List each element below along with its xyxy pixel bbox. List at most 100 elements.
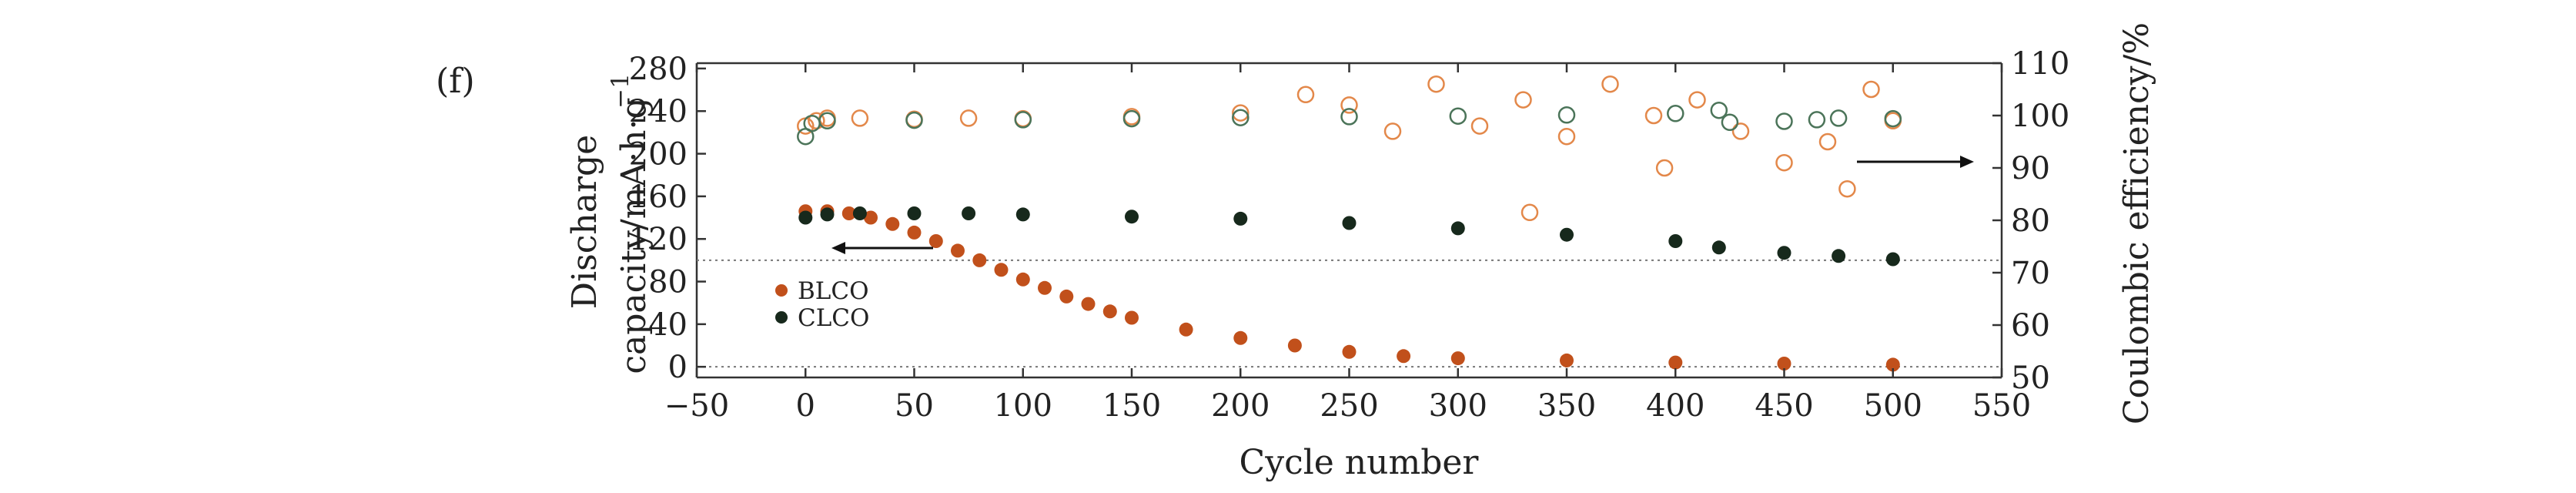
series-blco-coulombic-efficiency	[797, 75, 1902, 222]
blco-capacity-point-6	[928, 234, 943, 248]
clco-capacity-point-1	[820, 207, 835, 222]
clco-capacity-point-10	[1560, 227, 1574, 242]
legend: BLCO CLCO	[775, 277, 869, 332]
x-tick-label: 150	[1102, 388, 1161, 424]
x-tick-label: 50	[895, 388, 934, 424]
clco-capacity-point-8	[1342, 216, 1357, 230]
clco-efficiency-point-9	[1557, 106, 1576, 124]
clco-capacity-point-15	[1885, 252, 1900, 267]
x-tick-label: 300	[1429, 388, 1487, 424]
x-tick-label: 0	[796, 388, 815, 424]
blco-efficiency-point-12	[1427, 75, 1445, 93]
clco-capacity-point-3	[907, 206, 922, 220]
x-tick-label: 450	[1755, 388, 1813, 424]
blco-capacity-point-22	[1560, 353, 1574, 367]
clco-efficiency-point-5	[1122, 109, 1141, 128]
clco-efficiency-point-6	[1232, 109, 1250, 126]
clco-capacity-point-11	[1668, 234, 1683, 248]
blco-efficiency-point-22	[1775, 153, 1793, 172]
blco-efficiency-point-25	[1862, 80, 1880, 99]
clco-efficiency-point-12	[1721, 113, 1739, 132]
x-tick-label: 200	[1211, 388, 1270, 424]
efficiency-arrow	[1857, 156, 1974, 168]
blco-efficiency-point-17	[1601, 75, 1619, 93]
clco-capacity-point-5	[1015, 207, 1030, 222]
blco-capacity-point-5	[907, 225, 922, 240]
y-axis-label-superscript: −1	[607, 73, 634, 109]
y-tick-label: 80	[648, 265, 687, 300]
y-tick-label: 40	[648, 307, 687, 343]
blco-capacity-point-16	[1179, 322, 1193, 337]
blco-efficiency-point-24	[1838, 179, 1856, 198]
clco-capacity-point-9	[1450, 221, 1465, 236]
blco-efficiency-point-16	[1557, 127, 1576, 146]
blco-capacity-point-13	[1081, 297, 1096, 311]
blco-capacity-point-25	[1885, 357, 1900, 372]
x-tick-label: 400	[1646, 388, 1705, 424]
y-tick-label: 200	[629, 137, 687, 173]
clco-efficiency-point-16	[1884, 109, 1902, 128]
series-clco-capacity	[798, 206, 1900, 267]
clco-efficiency-point-14	[1808, 111, 1826, 129]
x-tick-label: 500	[1864, 388, 1922, 424]
blco-capacity-point-21	[1450, 351, 1465, 366]
x-axis-label: Cycle number	[1239, 443, 1480, 482]
blco-capacity-point-19	[1342, 344, 1357, 359]
blco-efficiency-point-5	[959, 109, 978, 127]
x-axis-ticks: −50 0 50 100 150 200 250 300 350 400 450 500 550	[664, 63, 2031, 424]
clco-capacity-point-12	[1711, 240, 1726, 255]
y2-tick-label: 70	[2011, 256, 2050, 291]
blco-efficiency-point-18	[1644, 106, 1663, 125]
clco-capacity-point-13	[1777, 246, 1791, 260]
blco-capacity-point-2	[841, 206, 856, 220]
blco-capacity-point-3	[864, 210, 878, 225]
y2-axis-label: Coulombic efficiency/%	[2117, 22, 2156, 424]
y2-tick-label: 90	[2011, 151, 2050, 186]
blco-efficiency-point-23	[1818, 132, 1837, 151]
clco-efficiency-point-13	[1775, 112, 1793, 130]
clco-efficiency-point-2	[818, 112, 836, 130]
blco-efficiency-point-19	[1655, 159, 1674, 177]
legend-marker-blco	[775, 284, 788, 297]
clco-efficiency-point-4	[1014, 111, 1032, 129]
blco-capacity-point-11	[1038, 280, 1052, 295]
y-axis-ticks: 0 40 80 120 160 200 240 280	[629, 52, 706, 385]
y-tick-label: 280	[629, 52, 687, 87]
blco-capacity-point-8	[972, 253, 987, 267]
blco-efficiency-point-15	[1521, 203, 1539, 222]
clco-capacity-point-14	[1832, 249, 1846, 263]
clco-capacity-point-0	[798, 210, 813, 225]
blco-efficiency-point-11	[1383, 122, 1402, 140]
y2-axis-ticks: 50 60 70 80 90 100 110	[1992, 46, 2069, 396]
y2-tick-label: 80	[2011, 203, 2050, 239]
clco-efficiency-point-7	[1340, 108, 1358, 126]
y-tick-label: 0	[668, 350, 687, 385]
clco-efficiency-point-10	[1667, 105, 1684, 122]
y2-tick-label: 50	[2011, 361, 2050, 396]
blco-efficiency-point-9	[1296, 86, 1315, 104]
y-tick-label: 120	[629, 222, 687, 257]
clco-efficiency-point-8	[1449, 107, 1467, 125]
blco-capacity-point-24	[1777, 357, 1791, 371]
y-axis-label: Discharge capacity/mA·h·g −1	[565, 73, 654, 374]
x-tick-label: 100	[994, 388, 1052, 424]
x-tick-label: 550	[1972, 388, 2031, 424]
y2-tick-label: 100	[2011, 99, 2069, 134]
blco-capacity-point-7	[951, 243, 965, 258]
y-tick-label: 240	[629, 94, 687, 129]
blco-efficiency-point-1	[808, 112, 825, 130]
panel-label: (f)	[436, 62, 475, 101]
blco-efficiency-point-8	[1232, 104, 1250, 122]
reference-lines	[697, 259, 2002, 368]
clco-capacity-point-4	[962, 206, 976, 220]
blco-efficiency-point-10	[1340, 96, 1358, 114]
blco-capacity-point-18	[1287, 338, 1302, 353]
blco-efficiency-point-13	[1470, 117, 1489, 135]
blco-capacity-point-20	[1397, 349, 1411, 364]
blco-efficiency-point-14	[1514, 91, 1532, 109]
blco-efficiency-point-21	[1731, 122, 1750, 140]
blco-capacity-point-4	[885, 216, 900, 231]
y-axis-label-line2: capacity/mA·h·g	[614, 97, 654, 374]
blco-capacity-point-23	[1668, 355, 1683, 370]
